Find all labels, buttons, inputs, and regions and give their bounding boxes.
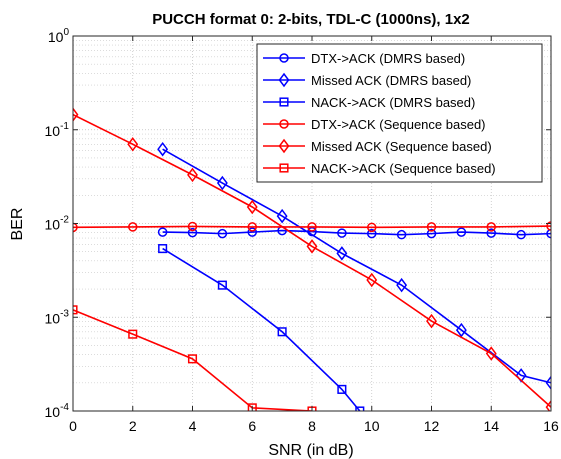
axis-ticks: 0 2 4 6 8 10 12 14 16 100 10-1 10-2 10-3 10-4 (45, 27, 559, 434)
data-point (456, 227, 467, 237)
legend-marker (279, 163, 289, 173)
legend-marker (279, 119, 289, 129)
data-point (355, 406, 365, 411)
x-tick-label: 4 (189, 418, 197, 434)
chart-title: PUCCH format 0: 2-bits, TDL-C (1000ns), … (152, 11, 470, 28)
x-tick-label: 8 (308, 418, 316, 434)
data-point (157, 141, 169, 157)
legend-label: Missed ACK (Sequence based) (311, 139, 492, 154)
legend-entry: NACK->ACK (DMRS based) (263, 95, 475, 110)
data-point (157, 227, 168, 237)
data-point (426, 228, 437, 239)
plot-lines (73, 107, 551, 411)
data-point (366, 272, 378, 288)
x-tick-label: 0 (69, 418, 77, 434)
x-tick-label: 10 (364, 418, 380, 434)
y-tick-label: 100 (48, 27, 70, 45)
legend-label: NACK->ACK (Sequence based) (311, 161, 496, 176)
y-tick-label: 10-1 (45, 121, 70, 139)
data-point (485, 346, 497, 361)
y-axis-label: BER (9, 208, 26, 241)
data-point (216, 175, 228, 191)
series-2 (157, 141, 551, 391)
data-point (73, 305, 78, 315)
data-point (396, 277, 408, 293)
series-4 (73, 221, 551, 233)
series-line (162, 247, 361, 411)
series-line (73, 225, 551, 229)
data-point (73, 222, 78, 233)
x-tick-label: 2 (129, 418, 137, 434)
data-point (426, 313, 437, 329)
series-6 (73, 305, 317, 411)
data-point (546, 228, 551, 239)
data-point (486, 222, 496, 232)
series-line (162, 229, 551, 236)
legend-entry: Missed ACK (DMRS based) (263, 72, 471, 88)
y-tick-label: 10-4 (45, 402, 70, 420)
data-point (545, 399, 551, 411)
data-point (367, 228, 377, 239)
data-point (128, 329, 138, 339)
series-1 (157, 225, 551, 240)
x-tick-label: 6 (248, 418, 256, 434)
y-tick-label: 10-3 (45, 308, 70, 326)
data-point (307, 222, 317, 232)
legend-label: NACK->ACK (DMRS based) (311, 95, 475, 110)
series-5 (73, 107, 551, 411)
data-point (217, 280, 227, 290)
data-point (247, 222, 257, 232)
data-point (247, 227, 257, 237)
data-point (158, 244, 168, 254)
legend-entry: DTX->ACK (DMRS based) (263, 51, 465, 66)
data-point (73, 107, 79, 122)
legend-marker (279, 53, 289, 63)
data-point (546, 221, 551, 231)
data-point (187, 354, 198, 364)
data-point (337, 228, 347, 238)
series-line (73, 309, 313, 411)
legend-marker (278, 72, 290, 88)
data-point (455, 322, 467, 338)
legend-box (256, 43, 543, 183)
x-tick-label: 12 (424, 418, 440, 434)
data-point (306, 239, 318, 254)
legend-marker (279, 97, 289, 107)
series-line (73, 113, 551, 408)
data-point (187, 167, 198, 183)
data-point (128, 222, 138, 232)
legend-entry: Missed ACK (Sequence based) (263, 138, 492, 154)
data-point (545, 375, 551, 391)
data-point (337, 384, 347, 394)
legend: DTX->ACK (DMRS based) Missed ACK (DMRS ba… (256, 43, 543, 183)
data-point (187, 227, 198, 238)
legend-entry: NACK->ACK (Sequence based) (263, 161, 496, 176)
data-point (187, 221, 198, 232)
legend-entry: DTX->ACK (Sequence based) (263, 117, 486, 132)
legend-label: DTX->ACK (DMRS based) (311, 51, 465, 66)
data-point (486, 228, 496, 238)
x-tick-label: 16 (543, 418, 559, 434)
data-point (336, 246, 348, 261)
data-point (396, 229, 407, 240)
legend-label: Missed ACK (DMRS based) (311, 73, 471, 88)
data-point (246, 199, 258, 215)
data-point (367, 222, 377, 233)
series-line (162, 148, 551, 384)
data-point (277, 327, 287, 337)
x-tick-label: 14 (483, 418, 499, 434)
data-point (276, 208, 288, 224)
data-point (217, 228, 228, 239)
legend-label: DTX->ACK (Sequence based) (311, 117, 486, 132)
data-point (247, 403, 257, 411)
legend-marker (278, 138, 290, 154)
series-3 (158, 244, 365, 411)
data-point (127, 137, 139, 152)
y-tick-label: 10-2 (45, 215, 70, 233)
data-point (426, 222, 437, 232)
data-point (516, 229, 526, 240)
x-axis-label: SNR (in dB) (268, 442, 353, 459)
